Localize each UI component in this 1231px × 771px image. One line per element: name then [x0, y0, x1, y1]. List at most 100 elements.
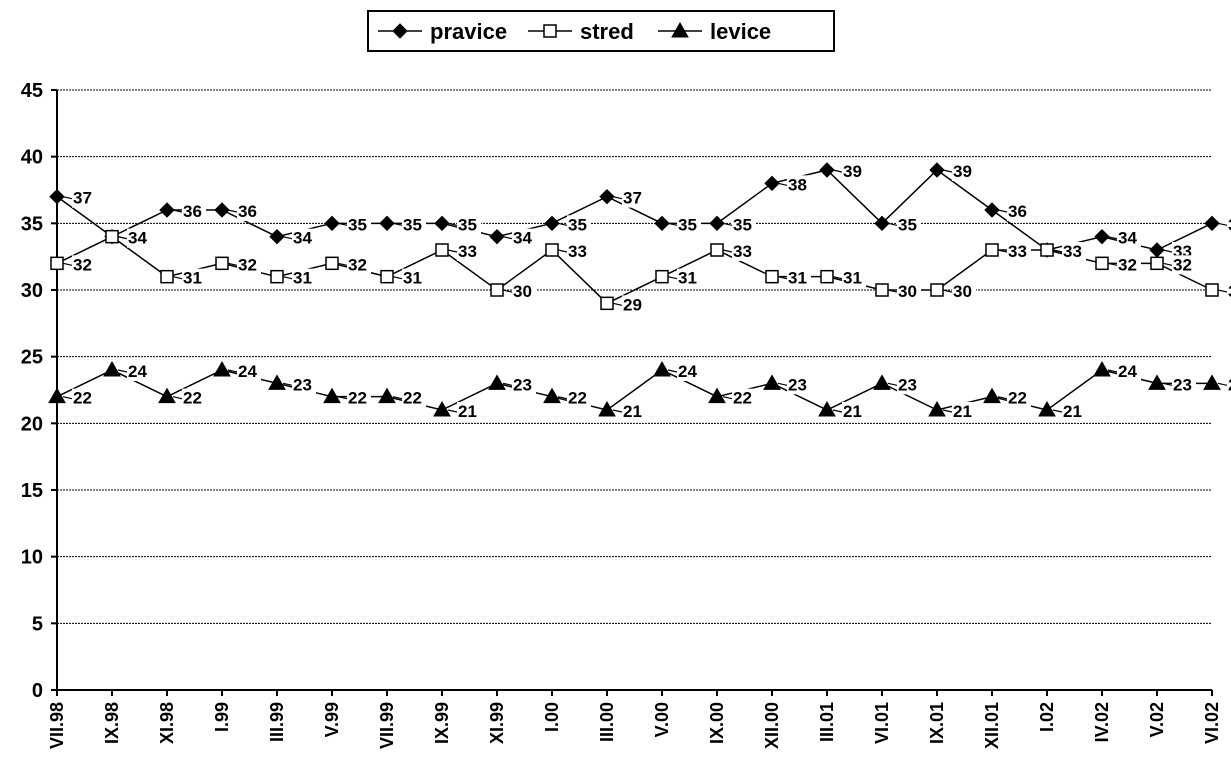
data-label-bg: [1117, 255, 1141, 275]
data-label-stred: 30: [513, 282, 532, 301]
data-label-bg: [897, 215, 921, 235]
label-leader: [612, 409, 623, 413]
label-leader: [282, 382, 293, 386]
data-label-stred: 30: [1228, 282, 1231, 301]
data-label-stred: 33: [733, 242, 752, 261]
point-levice: [598, 400, 616, 417]
x-tick-label: IX.99: [432, 702, 452, 744]
x-tick-label: V.02: [1147, 702, 1167, 737]
label-leader: [887, 222, 898, 226]
axes: 0 5 10 15 20 25 30 35 40 45 VII.98 IX.98 XI.98 I.99 II…: [21, 80, 1222, 749]
point-levice: [543, 387, 561, 404]
data-label-bg: [347, 215, 371, 235]
x-tick-label: I.02: [1037, 702, 1057, 732]
y-tick-label: 15: [21, 480, 43, 502]
point-levice: [378, 387, 396, 404]
x-tick-label: IX.98: [102, 702, 122, 744]
legend-label-pravice: pravice: [430, 19, 507, 44]
point-levice: [488, 374, 506, 390]
x-tick-label: III.99: [267, 702, 287, 742]
point-pravice: [159, 202, 175, 218]
point-pravice: [709, 215, 725, 232]
data-label-stred: 31: [403, 269, 422, 288]
label-leader: [392, 276, 403, 280]
data-label-bg: [567, 215, 591, 235]
legend-box: [367, 10, 835, 52]
label-leader: [667, 222, 678, 226]
data-label-bg: [182, 388, 206, 408]
data-label-bg: [1117, 362, 1141, 381]
data-label-levice: 22: [403, 389, 422, 408]
label-leader: [502, 382, 513, 386]
data-label-bg: [787, 375, 811, 395]
point-pravice: [214, 202, 230, 218]
data-label-pravice: 39: [953, 162, 972, 181]
data-label-bg: [182, 268, 206, 288]
data-label-bg: [1172, 375, 1196, 395]
data-label-bg: [1227, 282, 1231, 301]
data-label-stred: 31: [183, 269, 202, 288]
label-leader: [557, 222, 568, 226]
y-tick-label: 45: [21, 80, 43, 102]
data-label-stred: 31: [678, 269, 697, 288]
data-label-levice: 22: [733, 389, 752, 408]
data-label-pravice: 34: [1118, 229, 1137, 248]
x-tick-label: XI.98: [157, 702, 177, 744]
point-stred: [215, 256, 229, 271]
point-stred: [270, 269, 284, 284]
label-leader: [887, 289, 898, 293]
data-label-stred: 33: [1063, 242, 1082, 261]
data-label-pravice: 37: [73, 189, 92, 208]
data-label-bg: [127, 228, 151, 248]
label-leader: [942, 409, 953, 413]
data-label-stred: 33: [458, 242, 477, 261]
data-label-stred: 33: [568, 242, 587, 261]
x-tick-label: III.00: [597, 702, 617, 742]
label-leader: [832, 409, 843, 413]
point-stred: [435, 243, 449, 257]
data-label-pravice: 34: [513, 229, 532, 248]
label-leader: [1217, 289, 1228, 293]
data-label-levice: 23: [513, 375, 532, 394]
data-label-bg: [1007, 242, 1031, 261]
label-leader: [117, 236, 128, 240]
point-stred: [710, 243, 724, 257]
data-label-pravice: 35: [403, 215, 422, 234]
data-label-bg: [842, 162, 866, 181]
data-label-stred: 33: [1008, 242, 1027, 261]
data-label-levice: 21: [843, 402, 862, 421]
y-tick-label: 30: [21, 280, 43, 302]
x-tick-label: IV.02: [1092, 702, 1112, 742]
y-tick-label: 25: [21, 347, 43, 369]
label-leader: [282, 236, 293, 240]
y-tick-label: 5: [32, 613, 43, 635]
data-label-pravice: 39: [843, 162, 862, 181]
data-label-levice: 21: [953, 402, 972, 421]
data-label-levice: 24: [238, 362, 257, 381]
label-leader: [667, 369, 678, 373]
point-stred: [1205, 283, 1219, 297]
label-leader: [1217, 382, 1228, 386]
y-tick-label: 10: [21, 547, 43, 569]
label-leader: [612, 196, 623, 200]
point-pravice: [654, 215, 670, 232]
data-label-pravice: 35: [898, 215, 917, 234]
label-leader: [62, 396, 73, 400]
point-stred: [545, 243, 559, 257]
label-leader: [392, 396, 403, 400]
data-label-stred: 34: [128, 229, 147, 248]
data-label-bg: [952, 282, 976, 301]
data-label-pravice: 35: [458, 215, 477, 234]
data-label-pravice: 35: [348, 215, 367, 234]
data-label-bg: [237, 362, 261, 381]
y-tick-label: 35: [21, 213, 43, 235]
point-levice: [763, 374, 781, 390]
data-label-bg: [512, 228, 536, 248]
label-leader: [1162, 262, 1173, 266]
point-pravice: [379, 215, 395, 232]
x-tick-label: V.99: [322, 702, 342, 737]
label-leader: [1162, 249, 1173, 253]
data-label-stred: 32: [348, 255, 367, 274]
label-leader: [722, 222, 733, 226]
